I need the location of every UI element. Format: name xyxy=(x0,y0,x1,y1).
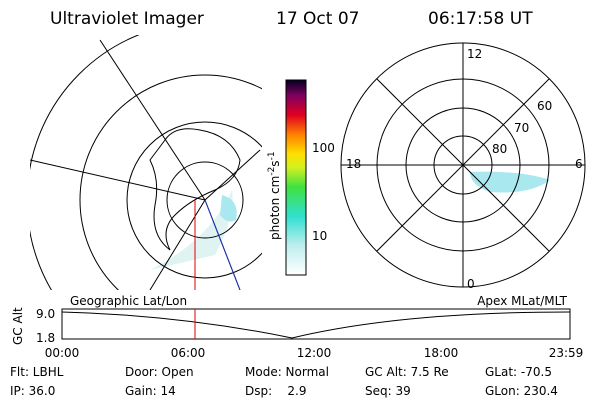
instrument-title: Ultraviolet Imager xyxy=(50,9,204,29)
status-field: Door: Open xyxy=(125,365,194,379)
geographic-map xyxy=(30,35,262,290)
mlt-label: 6 xyxy=(575,157,583,171)
x-label: 18:00 xyxy=(424,346,459,360)
status-field: Mode: Normal xyxy=(245,365,329,379)
panel-title: Apex MLat/MLT xyxy=(477,294,567,308)
y-axis-title: GC Alt xyxy=(11,307,25,345)
mlat-label: 60 xyxy=(537,99,552,113)
mlat-label: 80 xyxy=(492,142,507,156)
status-field: Dsp: 2.9 xyxy=(245,384,307,398)
mlt-label: 18 xyxy=(346,157,361,171)
date: 17 Oct 07 xyxy=(276,9,359,29)
status-field: Gain: 14 xyxy=(125,384,176,398)
label-part: s xyxy=(268,160,282,166)
x-label: 23:59 xyxy=(549,346,584,360)
colorbar-tick-label: 100 xyxy=(312,141,335,155)
status-field: GLat: -70.5 xyxy=(485,365,552,379)
panel-title: Geographic Lat/Lon xyxy=(70,294,187,308)
y-label: 1.8 xyxy=(36,331,55,345)
colorbar xyxy=(285,79,307,276)
polar-plot: 12 18 6 0 60 70 80 xyxy=(340,42,586,291)
mlt-label: 0 xyxy=(467,277,475,291)
y-label: 9.0 xyxy=(36,307,55,321)
mlat-label: 70 xyxy=(514,121,529,135)
x-label: 06:00 xyxy=(171,346,206,360)
status-field: GC Alt: 7.5 Re xyxy=(365,365,449,379)
x-label: 12:00 xyxy=(297,346,332,360)
label-part: photon cm xyxy=(268,176,282,240)
time: 06:17:58 UT xyxy=(428,9,533,29)
label-part: -2 xyxy=(267,167,277,176)
mlt-label: 12 xyxy=(467,47,482,61)
status-field: Seq: 39 xyxy=(365,384,411,398)
footer: Flt: LBHL Door: Open Mode: Normal GC Alt: 7… xyxy=(10,365,558,398)
altitude-panel: Geographic Lat/Lon Apex MLat/MLT 9.0 1.8… xyxy=(11,294,583,360)
colorbar-label: photon cm-2s-1 xyxy=(267,151,282,240)
colorbar-tick-label: 10 xyxy=(312,229,327,243)
label-part: -1 xyxy=(267,151,277,160)
status-field: GLon: 230.4 xyxy=(485,384,558,398)
status-field: IP: 36.0 xyxy=(10,384,55,398)
status-field: Flt: LBHL xyxy=(10,365,64,379)
x-label: 00:00 xyxy=(45,346,80,360)
